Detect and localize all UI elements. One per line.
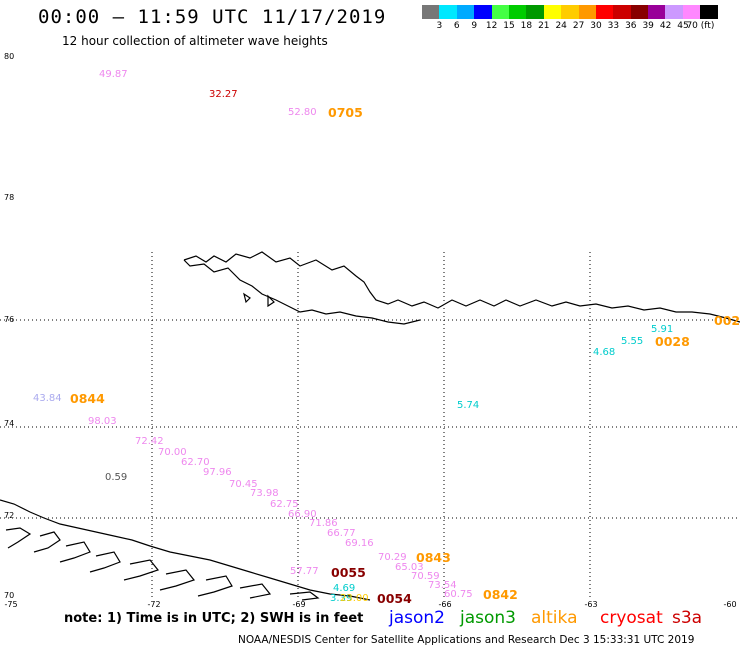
legend-swatch [474,5,492,19]
wave-height-value: 0.59 [105,472,128,483]
pass-time-label: 0844 [70,391,105,406]
wave-height-value: 62.75 [270,499,299,510]
lon-label-60: -60 [723,600,737,609]
pass-time-label: 0842 [483,587,518,602]
legend-label: 18 [520,21,533,31]
wave-height-value: 52.80 [288,107,317,118]
wave-height-value: 43.84 [33,393,62,404]
wave-height-value: 32.27 [209,89,238,100]
wave-height-value: 70.29 [378,552,407,563]
legend-label: 6 [453,21,460,31]
lat-label-80: 80 [4,52,15,61]
wave-height-value: 66.77 [327,528,356,539]
legend-label: 45 [677,21,689,31]
pass-time-label: 0054 [377,591,412,606]
legend-swatch [682,5,701,19]
page-subtitle: 12 hour collection of altimeter wave hei… [62,34,328,48]
legend-swatch [526,5,544,19]
color-scale-legend [422,5,718,19]
satellite-altika: altika [531,608,578,628]
wave-height-value: 60.75 [444,589,473,600]
wave-height-value: 5.74 [457,400,480,411]
legend-swatch [508,5,527,19]
legend-label: 39 [642,21,654,31]
pass-time-label: 0028 [655,334,690,349]
lat-label-74: 74 [4,419,15,428]
legend-label: 36 [625,21,637,31]
wave-height-value: 98.03 [88,416,117,427]
legend-label: 3 [436,21,443,31]
legend-swatch [595,5,614,19]
lon-label-75: -75 [4,600,18,609]
legend-swatch [578,5,596,19]
legend-label: 27 [572,21,585,31]
lat-label-78: 78 [4,193,15,202]
color-scale-labels: 3 6 9 12 15 18 21 24 27 30 33 36 39 42 45 70 (ft) [422,21,740,33]
wave-height-value: 71.86 [309,518,338,529]
legend-label: 9 [471,21,478,31]
wave-height-value: 5.91 [651,324,674,335]
lon-label-66: -66 [438,600,452,609]
legend-swatch [543,5,562,19]
units-note: note: 1) Time is in UTC; 2) SWH is in fe… [64,611,364,626]
lon-label-63: -63 [584,600,598,609]
coastline-south [0,499,371,601]
lat-label-70: 70 [4,591,15,600]
wave-height-value: 97.96 [203,467,232,478]
wave-height-value: 66.90 [288,509,317,520]
legend-label: 42 [659,21,672,31]
legend-label: 15 [503,21,515,31]
pass-time-label: 002 [714,313,740,328]
wave-height-value: 70.00 [158,447,187,458]
wave-height-value: 3.39 [330,593,353,604]
graticule [0,252,740,600]
satellite-s3a: s3a [672,608,703,628]
pass-time-label: 0843 [416,550,451,565]
legend-swatch [613,5,631,19]
legend-label: 70 (ft) [686,21,715,31]
satellite-jason2: jason2 [389,608,445,628]
legend-swatch [561,5,579,19]
page-title: 00:00 – 11:59 UTC 11/17/2019 [38,6,387,28]
wave-height-value: 65.03 [395,562,424,573]
legend-swatch [491,5,509,19]
legend-label: 33 [607,21,620,31]
legend-label: 30 [590,21,602,31]
pass-time-label: 0705 [328,105,363,120]
lon-label-69: -69 [292,600,306,609]
wave-height-value: 70.59 [411,571,440,582]
legend-swatch [422,5,440,19]
wave-height-value: 5.55 [621,336,644,347]
wave-height-value: 70.45 [229,479,258,490]
legend-label: 21 [538,21,550,31]
wave-height-value: 4.69 [333,583,356,594]
satellite-jason3: jason3 [460,608,516,628]
legend-label: 24 [555,21,567,31]
legend-swatch [700,5,718,19]
lat-label-76: 76 [4,315,15,324]
satellite-cryosat: cryosat [600,608,663,628]
wave-height-value: 4.68 [593,347,616,358]
wave-height-value: 49.87 [99,69,128,80]
legend-label: 12 [485,21,498,31]
footer-credit: NOAA/NESDIS Center for Satellite Applica… [238,634,695,646]
lon-label-72: -72 [147,600,161,609]
legend-swatch [648,5,666,19]
legend-swatch [456,5,475,19]
coastline [183,251,740,325]
lat-label-72: 72 [4,511,15,520]
pass-time-label: 0055 [331,565,366,580]
wave-height-value: 73.98 [250,488,279,499]
wave-height-value: 62.70 [181,457,210,468]
legend-swatch [665,5,683,19]
wave-height-value: 72.42 [135,436,164,447]
wave-height-value: 57.77 [290,566,319,577]
legend-swatch [630,5,649,19]
wave-height-value: 73.54 [428,580,457,591]
legend-swatch [439,5,457,19]
wave-height-value: 69.16 [345,538,374,549]
wave-height-value: 23.00 [340,593,369,604]
